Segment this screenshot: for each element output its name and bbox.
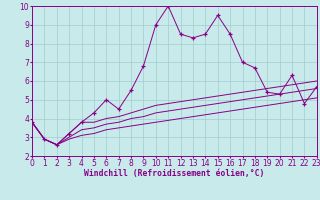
X-axis label: Windchill (Refroidissement éolien,°C): Windchill (Refroidissement éolien,°C): [84, 169, 265, 178]
